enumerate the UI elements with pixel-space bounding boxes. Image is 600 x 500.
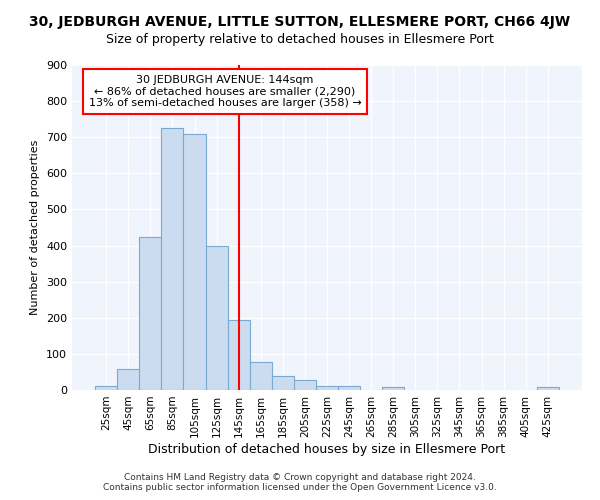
Y-axis label: Number of detached properties: Number of detached properties	[31, 140, 40, 315]
Bar	[294, 380, 316, 390]
Bar	[338, 386, 360, 390]
Bar	[537, 388, 559, 390]
Bar	[117, 369, 139, 390]
Text: Size of property relative to detached houses in Ellesmere Port: Size of property relative to detached ho…	[106, 32, 494, 46]
Bar	[184, 134, 206, 390]
Text: 30 JEDBURGH AVENUE: 144sqm
← 86% of detached houses are smaller (2,290)
13% of s: 30 JEDBURGH AVENUE: 144sqm ← 86% of deta…	[89, 74, 361, 108]
Bar	[139, 236, 161, 390]
Bar	[227, 320, 250, 390]
Text: Contains HM Land Registry data © Crown copyright and database right 2024.
Contai: Contains HM Land Registry data © Crown c…	[103, 473, 497, 492]
Bar	[206, 246, 227, 390]
Text: 30, JEDBURGH AVENUE, LITTLE SUTTON, ELLESMERE PORT, CH66 4JW: 30, JEDBURGH AVENUE, LITTLE SUTTON, ELLE…	[29, 15, 571, 29]
Bar	[161, 128, 184, 390]
X-axis label: Distribution of detached houses by size in Ellesmere Port: Distribution of detached houses by size …	[148, 442, 506, 456]
Bar	[95, 386, 117, 390]
Bar	[250, 362, 272, 390]
Bar	[316, 386, 338, 390]
Bar	[382, 387, 404, 390]
Bar	[272, 376, 294, 390]
